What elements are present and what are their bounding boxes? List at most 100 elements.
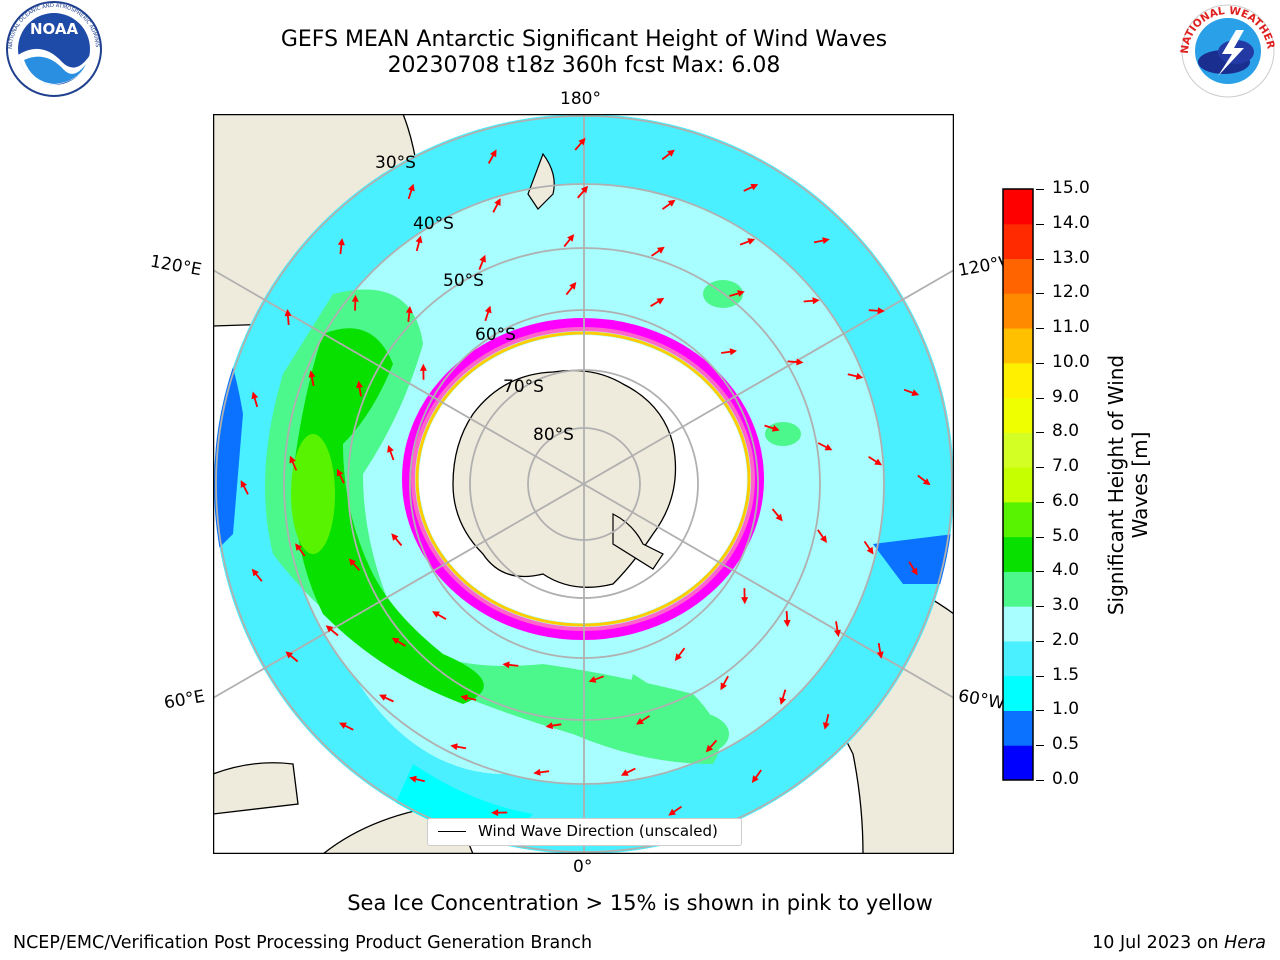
colorbar-tick-label: 0.5	[1052, 734, 1080, 755]
colorbar-tick-mark	[1036, 710, 1044, 712]
wave-direction-arrowhead	[545, 722, 553, 730]
wave-direction-arrowhead	[737, 290, 745, 297]
wave-direction-arrowhead	[779, 697, 787, 705]
colorbar-tick-label: 5.0	[1052, 525, 1080, 546]
wave-direction-arrowhead	[822, 722, 830, 730]
lon-label-60w: 60°W	[956, 686, 1007, 714]
colorbar-tick-label: 1.0	[1052, 699, 1080, 720]
colorbar-tick-label: 13.0	[1052, 247, 1090, 268]
wave-direction-arrowhead	[569, 282, 577, 290]
colorbar-tick-mark	[1036, 223, 1044, 225]
wave-direction-arrowhead	[741, 597, 749, 605]
wave-direction-arrowhead	[636, 717, 644, 725]
wave-direction-arrowhead	[339, 722, 347, 729]
lon-label-120e: 120°E	[148, 251, 204, 281]
colorbar-cell	[1003, 501, 1033, 538]
wave-direction-arrowhead	[874, 458, 882, 466]
wave-direction-arrowhead	[822, 237, 830, 244]
land-new-zealand	[527, 152, 555, 210]
wave-direction-arrowhead	[502, 661, 510, 669]
colorbar-tick-label: 9.0	[1052, 386, 1080, 407]
colorbar-tick-mark	[1036, 293, 1044, 295]
lon-label-0: 0°	[573, 857, 593, 877]
wave-direction-arrowhead	[657, 246, 665, 254]
colorbar-cell	[1003, 467, 1033, 503]
map-legend: Wind Wave Direction (unscaled)	[427, 818, 742, 846]
noaa-logo-text: NOAA	[30, 20, 79, 38]
colorbar-tick-label: 7.0	[1052, 456, 1080, 477]
chart-subtitle: 20230708 t18z 360h fcst Max: 6.08	[387, 53, 781, 78]
colorbar-cell	[1003, 536, 1033, 572]
colorbar-cell	[1003, 362, 1033, 399]
colorbar-tick-mark	[1036, 780, 1044, 781]
wave-direction-arrowhead	[285, 651, 293, 659]
wave-direction-arrowhead	[356, 380, 363, 389]
wave-direction-arrowhead	[484, 305, 492, 314]
polar-map: 30°S 40°S 50°S 60°S 70°S 80°S	[213, 114, 954, 854]
colorbar-label: Significant Height of Wind Waves [m]	[1104, 354, 1152, 616]
wave-direction-arrowhead	[533, 768, 541, 776]
wave-direction-arrowhead	[751, 775, 759, 783]
wave-direction-arrowhead	[348, 558, 356, 566]
lat-label-70: 70°S	[503, 377, 544, 397]
colorbar-tick-mark	[1036, 501, 1044, 503]
lat-label-60: 60°S	[475, 325, 516, 345]
footer-date: 10 Jul 2023 on Hera	[1092, 933, 1266, 953]
colorbar-tick-mark	[1036, 571, 1044, 573]
wave-direction-arrowhead	[325, 625, 334, 633]
colorbar-tick-label: 0.0	[1052, 769, 1080, 789]
colorbar-cell	[1003, 571, 1033, 607]
wave-direction-arrowhead	[251, 568, 259, 577]
colorbar-tick-label: 8.0	[1052, 421, 1080, 442]
wave-direction-arrowhead	[824, 444, 833, 451]
colorbar-cell	[1003, 675, 1033, 711]
colorbar-cell	[1003, 710, 1033, 746]
colorbar-cell	[1003, 432, 1033, 468]
colorbar-tick-mark	[1036, 362, 1044, 364]
colorbar-cell	[1003, 606, 1033, 642]
wave-direction-arrowhead	[490, 149, 497, 158]
wave-direction-arrowhead	[775, 513, 783, 522]
wave-direction-arrowhead	[491, 809, 499, 817]
wave-direction-arrowhead	[479, 254, 486, 263]
colorbar-cell	[1003, 397, 1033, 433]
colorbar-cell	[1003, 640, 1033, 677]
colorbar-tick-mark	[1036, 189, 1044, 190]
colorbar	[1002, 188, 1034, 781]
wave-direction-arrowhead	[419, 363, 427, 371]
wave-direction-arrowhead	[771, 425, 780, 432]
colorbar-cell	[1003, 745, 1033, 781]
wave-direction-arrowhead	[351, 294, 359, 302]
wave-direction-arrowhead	[729, 348, 737, 356]
colorbar-tick-label: 2.0	[1052, 629, 1080, 650]
lon-label-60e: 60°E	[162, 686, 207, 714]
nws-logo: NATIONAL WEATHER SERVICE	[1178, 2, 1277, 98]
colorbar-cell	[1003, 258, 1033, 294]
wave-direction-arrowhead	[720, 682, 727, 691]
wave-direction-arrowhead	[588, 676, 597, 683]
wave-direction-arrowhead	[379, 694, 387, 701]
colorbar-tick-mark	[1036, 328, 1044, 330]
wave-direction-arrowhead	[336, 468, 344, 477]
colorbar-cell	[1003, 293, 1033, 329]
colorbar-tick-mark	[1036, 397, 1044, 399]
lon-label-180: 180°	[560, 89, 601, 109]
colorbar-tick-label: 4.0	[1052, 560, 1080, 581]
wave-direction-arrowhead	[667, 199, 676, 207]
colorbar-tick-label: 10.0	[1052, 351, 1090, 372]
wave-direction-arrowhead	[820, 535, 827, 543]
wave-direction-arrowhead	[460, 694, 468, 702]
wave-direction-arrowhead	[240, 480, 247, 488]
colorbar-tick-mark	[1036, 675, 1044, 677]
wave-direction-arrowhead	[705, 744, 714, 753]
wave-direction-arrowhead	[674, 653, 682, 661]
wave-direction-arrowhead	[620, 769, 629, 776]
footer-credit: NCEP/EMC/Verification Post Processing Pr…	[13, 933, 593, 953]
wave-direction-arrowhead	[866, 546, 874, 555]
wave-direction-arrowhead	[494, 198, 501, 206]
colorbar-tick-label: 1.5	[1052, 664, 1080, 685]
wave-direction-arrowhead	[876, 651, 884, 659]
wave-direction-arrowhead	[911, 389, 920, 396]
ice-caption: Sea Ice Concentration > 15% is shown in …	[347, 891, 933, 915]
wave-direction-arrowhead	[668, 808, 676, 816]
